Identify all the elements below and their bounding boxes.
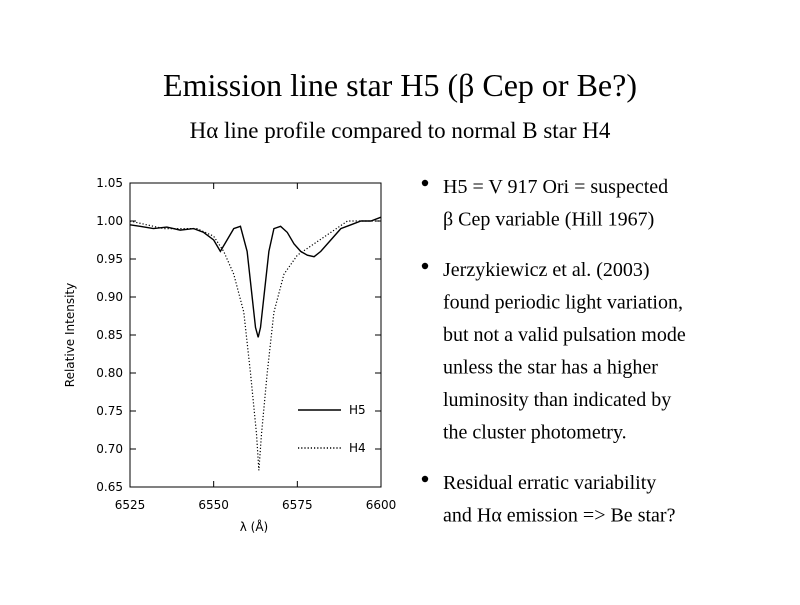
bullet-text: H5 = V 917 Ori = suspected: [443, 176, 668, 198]
bullet-text: found periodic light variation,: [443, 292, 683, 314]
y-tick-label: 1.00: [96, 214, 123, 228]
y-tick-label: 0.70: [96, 442, 123, 456]
bullet-text: and Hα emission => Be star?: [443, 505, 676, 527]
line-series: [129, 216, 382, 338]
slide-subtitle: Hα line profile compared to normal B sta…: [190, 118, 611, 143]
slide-title: Emission line star H5 (β Cep or Be?): [163, 67, 637, 103]
y-tick-label: 1.05: [96, 176, 123, 190]
bullet-dot: [421, 179, 429, 187]
y-tick-label: 0.65: [96, 480, 123, 494]
legend-label: H4: [349, 441, 366, 455]
bullet-text: luminosity than indicated by: [443, 389, 671, 411]
x-tick-label: 6600: [366, 498, 397, 512]
y-tick-label: 0.75: [96, 404, 123, 418]
bullet-dot: [421, 262, 429, 270]
bullet-text: the cluster photometry.: [443, 422, 627, 444]
y-tick-label: 0.90: [96, 290, 123, 304]
bullet-text: unless the star has a higher: [443, 357, 658, 379]
y-tick-label: 0.85: [96, 328, 123, 342]
bullet-text: Residual erratic variability: [443, 472, 656, 494]
y-tick-label: 0.95: [96, 252, 123, 266]
x-tick-label: 6525: [115, 498, 146, 512]
bullet-list: H5 = V 917 Ori = suspected β Cep variable…: [421, 176, 686, 527]
bullet-text: β Cep variable (Hill 1967): [443, 209, 654, 231]
bullet-text: but not a valid pulsation mode: [443, 324, 686, 346]
bullet-dot: [421, 475, 429, 483]
legend-label: H5: [349, 403, 366, 417]
x-axis-label: λ (Å): [240, 519, 269, 534]
bullet-text: Jerzykiewicz et al. (2003): [443, 259, 650, 281]
line-series: [129, 220, 381, 471]
x-tick-label: 6575: [282, 498, 313, 512]
x-tick-label: 6550: [198, 498, 229, 512]
y-axis-label: Relative Intensity: [63, 283, 77, 387]
y-tick-label: 0.80: [96, 366, 123, 380]
